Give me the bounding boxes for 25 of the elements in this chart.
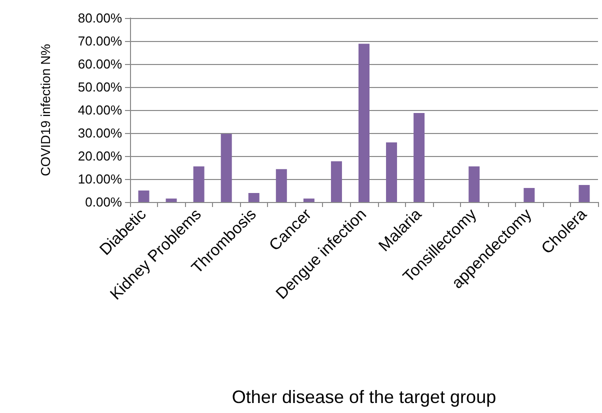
x-axis-title: Other disease of the target group	[232, 387, 496, 407]
bar	[248, 193, 260, 202]
y-tick-label: 40.00%	[78, 102, 122, 118]
y-tick-label: 50.00%	[78, 80, 122, 94]
y-tick-label: 30.00%	[78, 126, 122, 140]
bar	[468, 166, 480, 202]
bar	[166, 198, 177, 202]
bar	[220, 134, 232, 202]
bar	[193, 166, 204, 202]
y-tick-label: 80.00%	[78, 10, 122, 26]
bar	[330, 161, 342, 202]
bar	[276, 169, 287, 202]
y-tick-label: 10.00%	[78, 172, 122, 186]
bar	[414, 112, 425, 202]
y-tick-label: 20.00%	[78, 148, 122, 164]
y-tick-label: 0.00%	[85, 194, 122, 210]
bar	[138, 190, 150, 202]
y-tick-label: 60.00%	[78, 56, 122, 72]
bar	[524, 188, 535, 202]
y-tick-label: 70.00%	[78, 34, 122, 48]
bar	[358, 44, 370, 202]
y-axis-title: COVID19 infection N%	[38, 43, 53, 176]
bar	[386, 142, 398, 202]
bar	[578, 184, 590, 202]
bar	[303, 198, 314, 202]
